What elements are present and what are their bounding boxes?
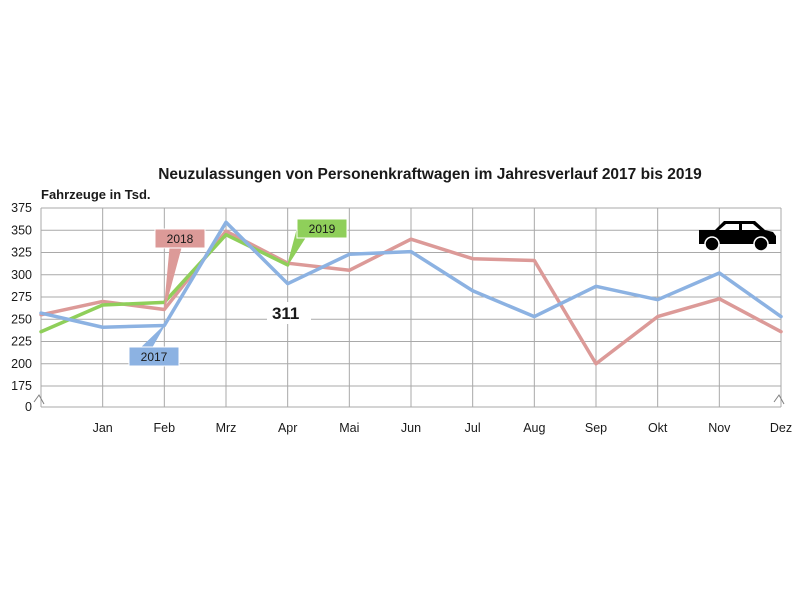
x-tick-label: Mrz [216, 421, 237, 435]
y-axis-label: Fahrzeuge in Tsd. [41, 187, 151, 202]
y-tick-label: 325 [11, 246, 32, 260]
y-tick-label: 200 [11, 357, 32, 371]
x-tick-label: Sep [585, 421, 607, 435]
x-tick-label: Okt [648, 421, 668, 435]
x-tick-labels: Jan Feb Mrz Apr Mai Jun Jul Aug Sep Okt Nov Dez [93, 421, 793, 435]
callout-2019: 2019 [287, 218, 348, 266]
y-tick-labels: 0 175 200 225 250 275 300 325 350 375 [11, 201, 32, 414]
chart-title: Neuzulassungen von Personenkraftwagen im… [158, 166, 702, 183]
x-tick-label: Aug [523, 421, 545, 435]
callout-2018: 2018 [154, 228, 206, 310]
axis-break-mark [33, 394, 45, 405]
y-tick-label: 375 [11, 201, 32, 215]
x-tick-label: Jun [401, 421, 421, 435]
x-tick-label: Mai [339, 421, 359, 435]
x-tick-label: Jul [465, 421, 481, 435]
callout-label: 2018 [167, 232, 194, 246]
callout-box [296, 218, 348, 239]
x-tick-label: Apr [278, 421, 297, 435]
y-tick-label: 0 [25, 400, 32, 414]
y-tick-label: 225 [11, 335, 32, 349]
annotation-bg [267, 302, 311, 324]
car-icon [699, 221, 776, 252]
y-tick-label: 350 [11, 223, 32, 237]
x-tick-label: Nov [708, 421, 731, 435]
callout-box [128, 346, 180, 367]
x-tick-label: Feb [154, 421, 176, 435]
axes [33, 394, 785, 405]
axis-break-mark [773, 394, 785, 405]
y-tick-label: 175 [11, 379, 32, 393]
callout-label: 2019 [309, 222, 336, 236]
x-tick-label: Jan [93, 421, 113, 435]
series-callouts: 2018 2019 2017 [128, 218, 348, 367]
x-tick-label: Dez [770, 421, 792, 435]
callout-pointer [140, 325, 165, 348]
callout-label: 2017 [141, 350, 168, 364]
y-tick-label: 300 [11, 268, 32, 282]
callout-2017: 2017 [128, 325, 180, 367]
y-tick-label: 250 [11, 312, 32, 326]
y-tick-label: 275 [11, 290, 32, 304]
callout-box [154, 228, 206, 249]
value-annotation: 311 [272, 304, 299, 323]
